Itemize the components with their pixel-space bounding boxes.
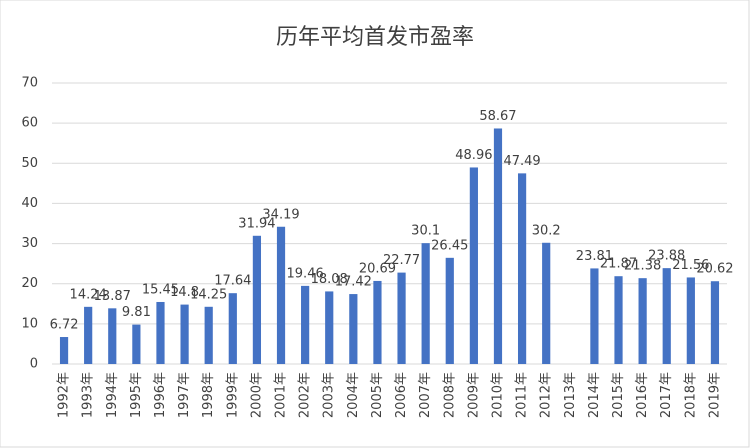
x-tick-label: 1996年 (153, 372, 168, 418)
x-tick-label: 1999年 (225, 372, 240, 418)
bar (349, 294, 358, 364)
y-tick-label: 60 (21, 116, 38, 131)
x-tick-label: 2018年 (683, 372, 698, 418)
x-tick-label: 2005年 (370, 372, 385, 418)
y-tick-label: 10 (21, 316, 38, 331)
data-label: 6.72 (50, 318, 79, 333)
bar (542, 242, 551, 364)
y-tick-label: 0 (30, 357, 38, 372)
data-label: 14.8 (170, 285, 199, 300)
data-label: 13.87 (94, 289, 131, 304)
x-tick-label: 1997年 (177, 372, 192, 418)
x-tick-label: 1994年 (105, 372, 120, 418)
y-tick-label: 50 (21, 156, 38, 171)
x-tick-label: 2019年 (707, 372, 722, 418)
bar (204, 306, 213, 364)
y-tick-label: 30 (21, 236, 38, 251)
data-label: 23.88 (648, 249, 685, 264)
x-tick-label: 1998年 (201, 372, 216, 418)
data-label: 15.45 (142, 282, 179, 297)
bar (59, 337, 69, 364)
y-tick-label: 70 (21, 76, 38, 91)
x-tick-label: 2007年 (418, 372, 433, 418)
x-tick-label: 2013年 (563, 372, 578, 418)
x-tick-label: 2000年 (249, 372, 264, 418)
bar (686, 277, 695, 364)
data-label: 21.38 (624, 259, 661, 274)
bar (132, 324, 141, 364)
bar (469, 167, 478, 364)
bar (710, 281, 720, 364)
x-tick-label: 2009年 (466, 372, 481, 418)
y-tick-label: 40 (21, 196, 38, 211)
x-tick-label: 2006年 (394, 372, 409, 418)
bar (156, 301, 165, 364)
bar (397, 272, 406, 364)
bar (252, 235, 262, 364)
data-label: 20.62 (696, 262, 733, 277)
x-tick-label: 2004年 (346, 372, 361, 418)
x-tick-label: 2011年 (515, 372, 530, 418)
x-tick-label: 2015年 (611, 372, 626, 418)
data-label: 14.24 (70, 287, 107, 302)
x-tick-label: 1995年 (129, 372, 144, 418)
data-label: 19.46 (287, 266, 324, 281)
x-tick-label: 2003年 (322, 372, 337, 418)
x-tick-label: 2014年 (587, 372, 602, 418)
x-tick-label: 2010年 (490, 372, 505, 418)
bar (614, 276, 623, 364)
data-label: 14.25 (190, 287, 227, 302)
x-tick-label: 2012年 (539, 372, 554, 418)
data-label: 30.1 (411, 224, 440, 239)
bar (373, 280, 382, 364)
x-tick-label: 2017年 (659, 372, 674, 418)
bar (276, 226, 286, 364)
data-label: 31.94 (238, 216, 275, 231)
bar (662, 268, 671, 364)
data-label: 30.2 (532, 223, 561, 238)
y-tick-label: 20 (21, 276, 38, 291)
bar (301, 285, 310, 364)
bar (590, 268, 599, 364)
bar (517, 173, 527, 364)
data-label: 9.81 (122, 305, 151, 320)
bar (180, 304, 189, 364)
data-label: 21.87 (600, 257, 637, 272)
data-label: 18.08 (311, 272, 348, 287)
data-label: 47.49 (503, 154, 540, 169)
data-label: 17.64 (214, 274, 251, 289)
bar (445, 257, 454, 364)
bar (84, 306, 93, 364)
bar (493, 128, 503, 364)
bar (228, 293, 237, 364)
data-label: 22.77 (383, 253, 420, 268)
data-label: 26.45 (431, 238, 468, 253)
x-tick-label: 2001年 (274, 372, 289, 418)
data-label: 17.42 (335, 275, 372, 290)
bar (421, 243, 430, 364)
x-tick-label: 2016年 (635, 372, 650, 418)
bar (325, 291, 334, 364)
data-label: 48.96 (455, 148, 492, 163)
x-tick-label: 2002年 (298, 372, 313, 418)
x-tick-label: 2008年 (442, 372, 457, 418)
bar (108, 308, 117, 364)
x-tick-label: 1993年 (81, 372, 96, 418)
x-tick-label: 1992年 (57, 372, 72, 418)
data-label: 23.81 (576, 249, 613, 264)
bar (638, 278, 647, 364)
data-label: 34.19 (262, 207, 299, 222)
data-label: 21.56 (672, 258, 709, 273)
data-label: 20.69 (359, 261, 396, 276)
chart-title: 历年平均首发市盈率 (276, 25, 474, 50)
data-label: 58.67 (479, 109, 516, 124)
